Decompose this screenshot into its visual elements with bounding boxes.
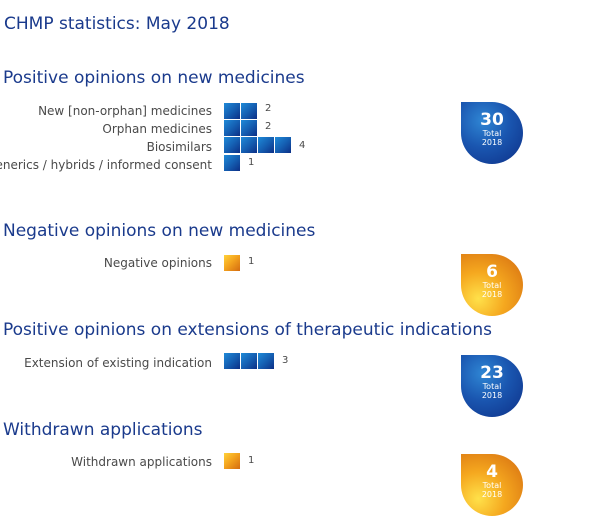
total-year: 2018 xyxy=(481,290,503,299)
bar-unit-square xyxy=(224,255,240,271)
section-title: Positive opinions on extensions of thera… xyxy=(3,320,492,340)
value-label: 2 xyxy=(265,121,272,132)
total-label: Total xyxy=(482,129,502,138)
category-label: Generics / hybrids / informed consent xyxy=(0,158,212,172)
total-year: 2018 xyxy=(481,138,503,147)
bar-unit-square xyxy=(224,353,240,369)
value-label: 1 xyxy=(248,157,255,168)
bar-unit-square xyxy=(241,103,257,119)
page-title: CHMP statistics: May 2018 xyxy=(4,14,230,34)
total-value: 23 xyxy=(480,363,504,383)
value-label: 3 xyxy=(282,355,289,366)
section-title: Positive opinions on new medicines xyxy=(3,68,305,88)
total-badge: 4 Total 2018 xyxy=(461,454,523,516)
value-label: 1 xyxy=(248,256,255,267)
total-year: 2018 xyxy=(481,391,503,400)
square-bar xyxy=(224,103,257,119)
category-label: Biosimilars xyxy=(146,140,212,154)
category-label: Extension of existing indication xyxy=(24,356,212,370)
bar-unit-square xyxy=(224,120,240,136)
bar-unit-square xyxy=(224,103,240,119)
value-label: 1 xyxy=(248,455,255,466)
bar-unit-square xyxy=(241,353,257,369)
category-label: Orphan medicines xyxy=(102,122,212,136)
bar-unit-square xyxy=(258,353,274,369)
category-label: Negative opinions xyxy=(103,256,212,270)
category-label: Withdrawn applications xyxy=(71,455,212,469)
total-value: 4 xyxy=(486,462,498,482)
bar-unit-square xyxy=(241,120,257,136)
square-bar xyxy=(224,353,274,369)
total-year: 2018 xyxy=(481,490,503,499)
total-badge: 23 Total 2018 xyxy=(461,355,523,417)
section-title: Withdrawn applications xyxy=(3,420,203,440)
square-bar xyxy=(224,137,291,153)
bar-unit-square xyxy=(275,137,291,153)
section-title: Negative opinions on new medicines xyxy=(3,221,316,241)
total-value: 6 xyxy=(486,262,498,282)
bar-unit-square xyxy=(224,155,240,171)
bar-unit-square xyxy=(258,137,274,153)
value-label: 2 xyxy=(265,103,272,114)
bar-unit-square xyxy=(224,137,240,153)
bar-unit-square xyxy=(241,137,257,153)
total-label: Total xyxy=(482,481,502,490)
total-label: Total xyxy=(482,382,502,391)
total-value: 30 xyxy=(480,110,504,130)
square-bar xyxy=(224,120,257,136)
category-label: New [non-orphan] medicines xyxy=(38,104,212,118)
square-bar xyxy=(224,255,240,271)
bar-unit-square xyxy=(224,453,240,469)
square-bar xyxy=(224,155,240,171)
total-badge: 30 Total 2018 xyxy=(461,102,523,164)
square-bar xyxy=(224,453,240,469)
value-label: 4 xyxy=(299,140,306,151)
total-badge: 6 Total 2018 xyxy=(461,254,523,316)
total-label: Total xyxy=(482,281,502,290)
